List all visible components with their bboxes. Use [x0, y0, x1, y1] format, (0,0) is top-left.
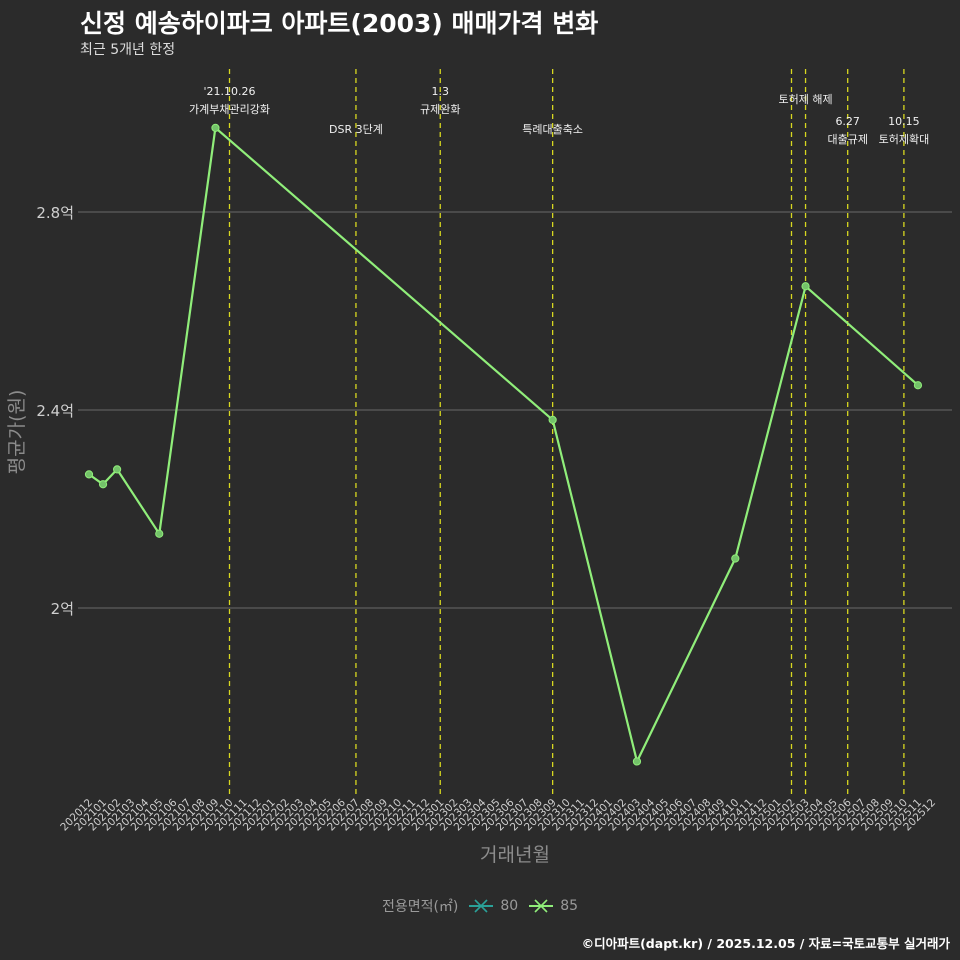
series-line-85: [88, 126, 919, 763]
event-label: 가계부채관리강화: [189, 103, 270, 116]
data-point: [113, 465, 122, 474]
data-point: [632, 757, 642, 766]
legend-label-85: 85: [560, 898, 579, 914]
data-point: [84, 470, 94, 479]
x-axis-title: 거래년월: [480, 844, 550, 866]
event-label: 토허제확대: [879, 133, 930, 146]
page-title: 신정 예송하이파크 아파트(2003) 매매가격 변화: [80, 9, 599, 38]
event-label: 토허제 해제: [778, 92, 832, 106]
legend-title: 전용면적(㎡): [381, 899, 459, 915]
y-axis-ticks: 2억 2.4억 2.8억: [36, 204, 74, 618]
data-point: [211, 123, 220, 132]
data-point: [801, 282, 810, 291]
legend: 전용면적(㎡) 80 85: [0, 896, 960, 916]
y-axis-title: 평균가(원): [6, 390, 28, 475]
legend-key-80-icon: [469, 899, 494, 913]
event-label: '21.10.26: [203, 85, 255, 98]
legend-key-85-icon: [529, 899, 554, 913]
event-label: 특례대출축소: [522, 123, 583, 136]
event-label: 규제완화: [420, 103, 460, 116]
data-point: [155, 529, 164, 538]
data-point: [548, 415, 557, 424]
legend-label-80: 80: [500, 898, 519, 914]
event-label: 대출규제: [827, 133, 867, 146]
page-subtitle: 최근 5개년 한정: [80, 42, 176, 58]
data-point: [98, 480, 108, 489]
y-tick-label: 2억: [51, 600, 74, 618]
y-tick-label: 2.4억: [36, 402, 74, 420]
data-series: [84, 123, 923, 766]
event-label: 10.15: [888, 115, 920, 128]
legend-item-85: 85: [528, 898, 578, 914]
gridlines: [78, 211, 952, 609]
source-caption: ©디아파트(dapt.kr) / 2025.12.05 / 자료=국토교통부 실…: [581, 936, 950, 951]
data-point: [731, 554, 740, 563]
legend-item-80: 80: [468, 898, 518, 914]
y-tick-label: 2.8억: [36, 204, 74, 222]
data-point: [913, 381, 923, 390]
event-label: DSR 3단계: [329, 123, 383, 136]
x-axis-ticks: 2020122021012021022021032021042021052021…: [58, 796, 938, 833]
event-label: 1.3: [432, 85, 450, 98]
event-label: 6.27: [835, 115, 860, 128]
